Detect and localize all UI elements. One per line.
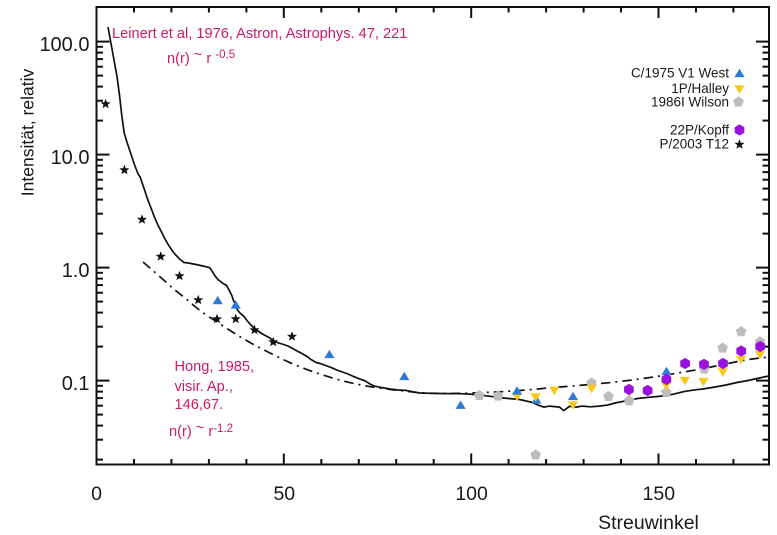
svg-text:100.0: 100.0 [39,34,89,56]
svg-text:Hong, 1985,: Hong, 1985, [175,359,255,375]
svg-text:100: 100 [455,483,488,505]
svg-text:10.0: 10.0 [51,147,90,169]
svg-text:150: 150 [643,483,676,505]
svg-text:1.0: 1.0 [62,260,90,282]
svg-text:C/1975 V1 West: C/1975 V1 West [631,66,729,81]
svg-text:Streuwinkel: Streuwinkel [598,512,699,534]
svg-text:0: 0 [91,483,102,505]
svg-text:22P/Kopff: 22P/Kopff [670,122,729,137]
svg-text:146,67.: 146,67. [175,397,224,413]
svg-text:Leinert et al, 1976, Astron, A: Leinert et al, 1976, Astron, Astrophys. … [112,26,407,42]
svg-text:50: 50 [273,483,295,505]
svg-text:P/2003 T12: P/2003 T12 [659,137,729,152]
svg-text:visir. Ap.,: visir. Ap., [175,379,233,395]
svg-text:Intensität, relativ: Intensität, relativ [18,69,38,197]
svg-text:0.1: 0.1 [62,373,90,395]
svg-text:1P/Halley: 1P/Halley [671,81,729,96]
svg-text:1986I Wilson: 1986I Wilson [651,94,729,109]
